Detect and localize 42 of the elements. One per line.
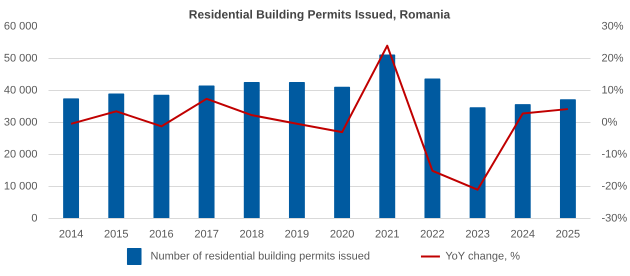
- y-tick-label: 20 000: [4, 148, 38, 160]
- x-tick-label: 2020: [330, 228, 354, 240]
- y-tick-label: 10 000: [4, 180, 38, 192]
- x-tick-label: 2018: [240, 228, 264, 240]
- x-tick-label: 2023: [465, 228, 490, 240]
- legend-label: Number of residential building permits issued: [150, 250, 370, 262]
- x-tick-label: 2016: [149, 228, 174, 240]
- x-tick-label: 2019: [284, 228, 310, 240]
- y-tick-label: 0: [31, 212, 38, 224]
- bar: [244, 82, 260, 218]
- bar: [514, 104, 531, 218]
- y2-tick-label: -30%: [602, 212, 628, 224]
- y-tick-label: 60 000: [4, 20, 38, 32]
- bar: [288, 82, 305, 218]
- y2-tick-label: 0%: [602, 116, 618, 128]
- y2-tick-label: -10%: [602, 148, 628, 160]
- bar: [153, 94, 170, 218]
- bar: [560, 99, 576, 218]
- y2-tick-label: 10%: [602, 84, 624, 96]
- y2-tick-label: -20%: [602, 180, 628, 192]
- chart-title: Residential Building Permits Issued, Romania: [188, 8, 451, 22]
- line-series: [70, 44, 569, 191]
- x-tick-label: 2024: [510, 228, 535, 240]
- legend-label: YoY change, %: [445, 250, 520, 262]
- y-tick-label: 40 000: [4, 84, 38, 96]
- bar: [470, 107, 486, 218]
- y2-tick-label: 20%: [602, 52, 624, 64]
- bar: [424, 78, 440, 218]
- bar: [108, 94, 124, 218]
- y-tick-label: 30 000: [4, 116, 38, 128]
- bar: [334, 86, 350, 218]
- x-tick-label: 2015: [104, 228, 128, 240]
- x-tick-label: 2022: [420, 228, 445, 240]
- y-tick-label: 50 000: [4, 52, 38, 64]
- bar: [379, 54, 396, 218]
- bar: [63, 98, 80, 218]
- y2-tick-label: 30%: [602, 20, 624, 32]
- bar: [198, 86, 215, 218]
- x-tick-label: 2017: [194, 228, 219, 240]
- x-tick-label: 2021: [375, 228, 400, 240]
- x-tick-label: 2025: [556, 228, 580, 240]
- x-tick-label: 2014: [58, 228, 84, 240]
